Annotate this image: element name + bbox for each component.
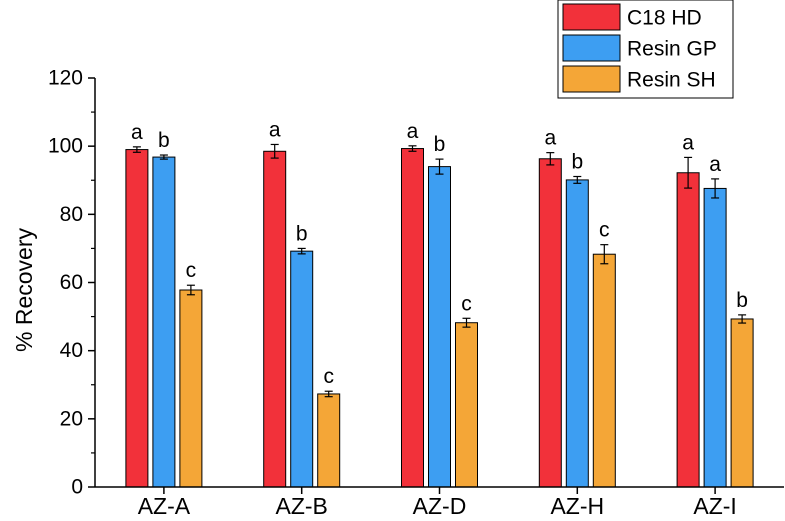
x-tick-label-az-h: AZ-H — [550, 493, 604, 519]
bar-resin-gp-az-b — [290, 250, 314, 488]
significance-letter-resin-sh-az-a: c — [186, 259, 197, 282]
bar-resin-gp-az-h — [565, 179, 589, 488]
legend-label-c18-hd: C18 HD — [627, 7, 702, 30]
y-tick-label: 60 — [60, 271, 83, 294]
legend: C18 HD Resin GP Resin SH — [557, 0, 734, 99]
y-axis-title: % Recovery — [11, 228, 37, 352]
bar-resin-sh-az-i — [730, 318, 754, 488]
y-tick-label: 0 — [71, 476, 83, 499]
y-tick-label: 20 — [60, 407, 83, 430]
bar-resin-sh-az-d — [455, 322, 478, 488]
significance-letter-c18-hd-az-h: a — [544, 127, 556, 150]
axes — [88, 77, 784, 494]
bar-resin-sh-az-a — [179, 289, 203, 488]
legend-label-resin-gp: Resin GP — [627, 38, 717, 61]
significance-letter-resin-sh-az-d: c — [461, 292, 472, 315]
legend-label-resin-sh: Resin SH — [627, 69, 716, 92]
significance-letter-resin-sh-az-b: c — [323, 365, 334, 388]
y-tick-label: 120 — [48, 67, 83, 90]
significance-letter-resin-sh-az-i: b — [736, 289, 748, 312]
legend-swatch-resin-sh — [562, 65, 621, 93]
bar-resin-gp-az-a — [152, 156, 176, 488]
x-tick-label-az-i: AZ-I — [693, 493, 736, 519]
bar-c18-hd-az-d — [401, 148, 424, 488]
x-tick-label-az-d: AZ-D — [413, 493, 467, 519]
x-tick-label-az-b: AZ-B — [276, 493, 328, 519]
significance-letter-resin-gp-az-i: a — [709, 153, 721, 176]
significance-letter-c18-hd-az-b: a — [269, 118, 281, 141]
bar-c18-hd-az-i — [676, 172, 700, 488]
legend-swatch-c18-hd — [562, 3, 621, 31]
bar-c18-hd-az-b — [263, 150, 287, 488]
y-tick-label: 80 — [60, 203, 83, 226]
x-tick-label-az-a: AZ-A — [138, 493, 191, 519]
legend-swatch-resin-gp — [562, 34, 621, 62]
significance-letter-resin-gp-az-a: b — [158, 129, 170, 152]
significance-letter-resin-gp-az-d: b — [434, 133, 446, 156]
bar-resin-sh-az-b — [317, 393, 341, 488]
y-tick-label: 40 — [60, 339, 83, 362]
significance-letter-c18-hd-az-i: a — [682, 131, 694, 154]
bars — [125, 143, 754, 488]
significance-letter-c18-hd-az-a: a — [131, 121, 143, 144]
significance-letter-resin-gp-az-b: b — [296, 222, 308, 245]
significance-letter-resin-gp-az-h: b — [571, 151, 583, 174]
bar-resin-gp-az-d — [428, 166, 451, 488]
significance-letter-c18-hd-az-d: a — [407, 120, 419, 143]
bar-c18-hd-az-a — [125, 149, 149, 488]
bar-resin-sh-az-h — [592, 253, 616, 488]
bar-resin-gp-az-i — [703, 187, 727, 488]
significance-letter-resin-sh-az-h: c — [599, 219, 610, 242]
bar-c18-hd-az-h — [538, 158, 562, 488]
y-tick-label: 100 — [48, 135, 83, 158]
